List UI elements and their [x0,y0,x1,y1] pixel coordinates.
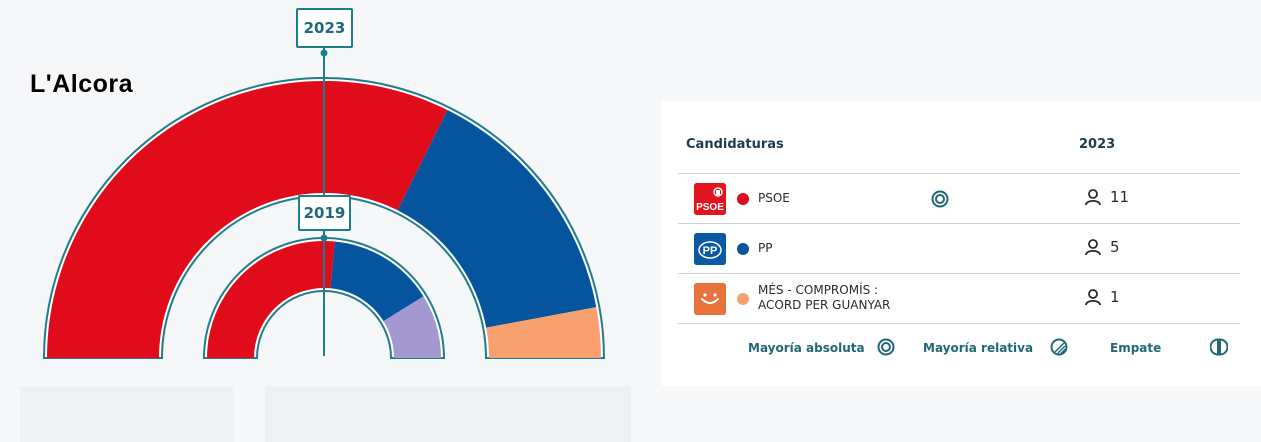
seat-count: 5 [1110,238,1120,256]
hemicycle-segment-psoe [207,240,335,358]
table-row[interactable]: PSOE PSOE 11 [678,173,1240,224]
person-icon [1085,189,1101,206]
person-icon [1085,289,1101,306]
party-name: MÉS - COMPROMÍS : ACORD PER GUANYAR [758,283,890,313]
party-name-line: ACORD PER GUANYAR [758,298,891,312]
results-panel: Candidaturas 2023 PSOE PSOE 11 [662,101,1261,386]
seats-cell: 1 [1084,288,1120,306]
legend-absolute-label: Mayoría absoluta [748,341,865,355]
hemicycle-segment-pp [397,110,597,328]
hemicycle-segment-més [486,307,601,358]
year-marker-dot-2023 [320,49,328,57]
table-header: Candidaturas 2023 [662,137,1261,157]
hemicycle-segment-psoe [47,81,448,358]
legend-tie-label: Empate [1110,341,1162,355]
year-label-2023[interactable]: 2023 [296,8,353,48]
placeholder-card [20,386,234,442]
party-name-line: MÉS - COMPROMÍS : [758,283,879,297]
party-color-dot [737,193,749,205]
municipality-title: L'Alcora [30,70,134,98]
seats-cell: 11 [1084,188,1129,206]
year-marker-dot-2019 [320,234,328,242]
pp-logo: PP [694,233,726,265]
party-name: PP [758,241,773,255]
candidaturas-header: Candidaturas [686,137,784,152]
psoe-logo-text: PSOE [696,202,724,213]
compromis-logo [694,283,726,315]
person-icon [1085,239,1101,256]
year-marker-lines [320,48,328,356]
legend-relative-label: Mayoría relativa [923,341,1034,355]
tie-icon [1209,338,1229,360]
hemicycle-segment-other [383,296,441,358]
party-name: PSOE [758,191,790,205]
hemicycle-chart [42,48,606,359]
seats-cell: 5 [1084,238,1120,256]
absolute-majority-icon [931,190,949,212]
year-label-2019[interactable]: 2019 [298,195,351,231]
psoe-logo: PSOE [694,183,726,215]
table-row[interactable]: PP PP 5 [678,223,1240,274]
relative-majority-icon [1050,338,1068,360]
hemicycle-ring-2019 [202,237,446,359]
table-row[interactable]: MÉS - COMPROMÍS : ACORD PER GUANYAR 1 [678,273,1240,324]
legend: Mayoría absoluta Mayoría relativa Empate [662,338,1261,365]
hemicycle-segment-pp [330,241,424,322]
party-color-dot [737,243,749,255]
hemicycle-ring-2023 [42,77,606,359]
party-color-dot [737,293,749,305]
placeholder-card [265,386,631,442]
year-header: 2023 [1079,137,1116,152]
absolute-majority-icon [877,338,895,360]
table-divider [678,323,1240,324]
seat-count: 11 [1110,188,1130,206]
seat-count: 1 [1110,288,1120,306]
pp-logo-text: PP [703,245,718,257]
